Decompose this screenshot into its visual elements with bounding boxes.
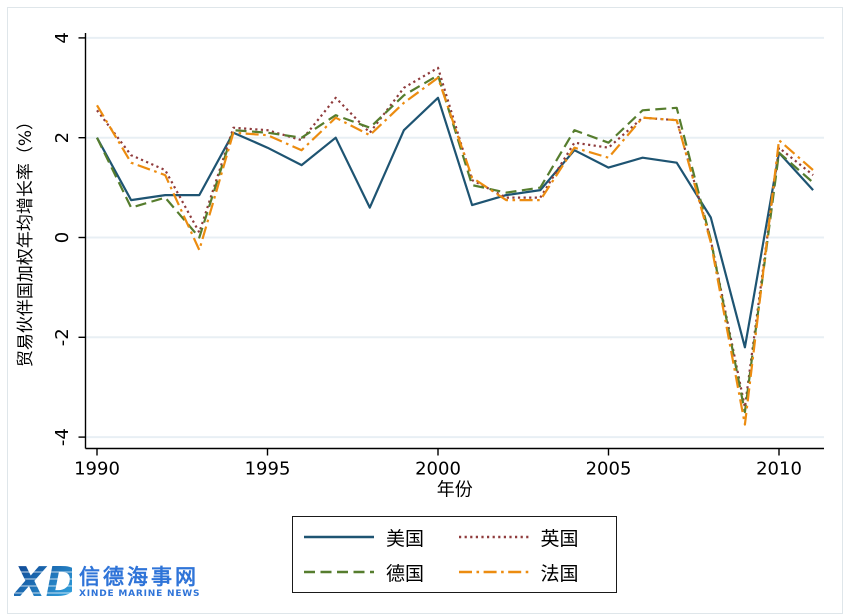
legend-line-sample [458, 570, 529, 574]
legend-label: 德国 [386, 562, 425, 585]
x-tick-label: 1995 [245, 459, 291, 480]
legend-line-sample [304, 535, 374, 539]
x-tick-label: 1990 [74, 459, 120, 480]
x-tick-label: 2005 [586, 459, 632, 480]
legend-label: 英国 [540, 527, 579, 550]
legend-label: 美国 [386, 527, 425, 550]
legend-line-sample [304, 570, 374, 574]
xinde-logo: XD 信德海事网 XINDE MARINE NEWS [14, 560, 200, 606]
legend-line-sample [458, 535, 529, 539]
series-line-3 [96, 76, 814, 426]
legend-item: 美国 [303, 524, 448, 551]
y-tick-label: -2 [52, 328, 73, 346]
legend-item: 德国 [303, 559, 448, 586]
legend: 美国 英国德国 法国 [292, 516, 617, 593]
series-line-1 [96, 66, 814, 409]
x-tick-label: 2000 [415, 459, 461, 480]
watermark-subtitle: XINDE MARINE NEWS [79, 589, 201, 600]
y-tick-label: 0 [52, 232, 73, 243]
legend-item: 英国 [458, 524, 603, 551]
series-line-2 [96, 74, 814, 414]
x-tick-label: 2010 [756, 459, 802, 480]
legend-label: 法国 [540, 562, 579, 585]
x-axis-title: 年份 [437, 480, 473, 501]
y-axis-title: 贸易伙伴国加权年均增长率（%） [16, 113, 36, 367]
y-tick-label: 4 [52, 32, 73, 43]
xd-icon: XD [14, 560, 72, 606]
watermark-title: 信德海事网 [79, 565, 199, 590]
y-tick-label: -4 [52, 428, 73, 446]
series-line-0 [96, 96, 814, 349]
legend-item: 法国 [458, 559, 603, 586]
y-tick-label: 2 [52, 132, 73, 143]
